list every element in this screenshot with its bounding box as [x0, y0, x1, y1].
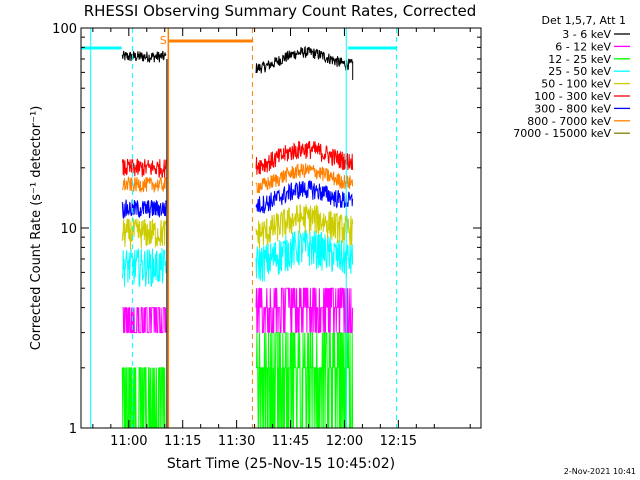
x-tick-label: 11:45	[272, 434, 309, 449]
legend-title: Det 1,5,7, Att 1	[542, 14, 626, 27]
series-line	[255, 230, 354, 282]
timestamp: 2-Nov-2021 10:41	[564, 467, 636, 476]
series-line	[122, 307, 167, 334]
series-line	[121, 199, 167, 219]
flag-layer: S	[81, 28, 398, 428]
legend-label: 300 - 800 keV	[534, 102, 611, 115]
legend-label: 100 - 300 keV	[534, 90, 611, 103]
series-line	[255, 140, 354, 175]
y-tick-label: 1	[69, 422, 77, 437]
series-line	[256, 332, 354, 429]
x-axis-label: Start Time (25-Nov-15 10:45:02)	[167, 456, 395, 472]
x-tick-label: 12:00	[326, 434, 363, 449]
axis-layer: 11:00 11:15 11:30 11:45 12:00 12:15 1 10 100	[52, 22, 481, 449]
legend-label: 800 - 7000 keV	[527, 115, 611, 128]
series-line	[255, 45, 353, 74]
legend-label: 25 - 50 keV	[548, 65, 611, 78]
series-line	[255, 163, 354, 194]
x-tick-label: 11:00	[110, 434, 147, 449]
x-tick-label: 11:15	[164, 434, 201, 449]
legend-label: 50 - 100 keV	[541, 78, 611, 91]
series-line	[121, 218, 167, 250]
series-line	[255, 204, 354, 249]
chart-title: RHESSI Observing Summary Count Rates, Co…	[84, 2, 477, 20]
series-line	[121, 176, 167, 193]
series-line	[121, 50, 167, 63]
series-line	[121, 158, 167, 178]
x-tick-label: 12:15	[380, 434, 417, 449]
y-tick-label: 10	[60, 222, 77, 237]
legend-label: 12 - 25 keV	[548, 53, 611, 66]
legend-label: 3 - 6 keV	[562, 28, 611, 41]
saa-label: S	[160, 34, 167, 47]
series-line	[121, 367, 166, 429]
series-line	[121, 248, 167, 288]
x-tick-label: 11:30	[218, 434, 255, 449]
legend-label: 6 - 12 keV	[555, 40, 611, 53]
y-tick-label: 100	[52, 22, 77, 37]
y-axis-label: Corrected Count Rate (s⁻¹ detector⁻¹)	[29, 106, 44, 351]
legend-label: 7000 - 15000 keV	[513, 127, 611, 140]
series-line	[255, 180, 354, 214]
data-layer	[121, 45, 354, 429]
